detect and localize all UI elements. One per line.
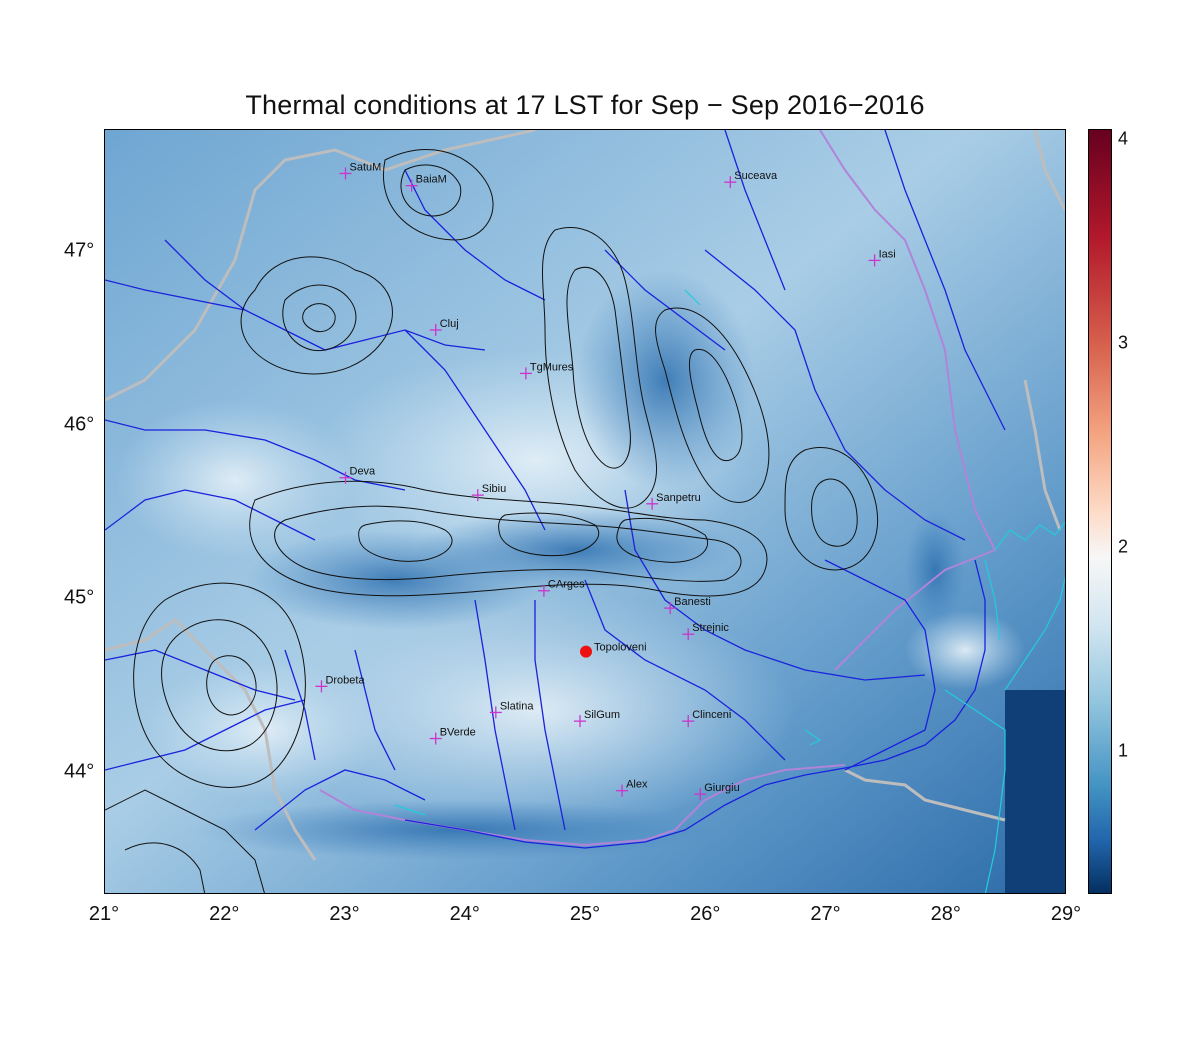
x-tick-label: 23° xyxy=(329,903,360,925)
city-label: Banesti xyxy=(674,596,711,608)
city-label: Strejnic xyxy=(692,622,729,634)
coastline xyxy=(394,289,1065,893)
city-marker[interactable]: Drobeta xyxy=(315,674,365,693)
city-label: CArges xyxy=(548,579,585,591)
city-marker[interactable]: Strejnic xyxy=(682,622,729,641)
highlight-dot xyxy=(580,645,592,658)
city-label: Deva xyxy=(350,466,377,478)
x-tick-label: 25° xyxy=(569,903,601,925)
country-borders xyxy=(105,130,1065,861)
city-label: Cluj xyxy=(440,318,459,330)
x-tick-label: 26° xyxy=(690,903,721,925)
city-label: Sibiu xyxy=(482,483,506,495)
city-marker[interactable]: Slatina xyxy=(489,700,535,719)
x-tick-label: 29° xyxy=(1050,903,1082,925)
city-label: SilGum xyxy=(584,709,620,721)
city-marker[interactable]: SilGum xyxy=(573,709,620,728)
colorbar xyxy=(1088,129,1112,894)
y-tick-label: 44° xyxy=(64,760,95,783)
city-label: Sanpetru xyxy=(656,492,701,504)
x-tick-label: 28° xyxy=(930,903,961,925)
romania-border xyxy=(319,130,997,847)
warm-area-wallachia xyxy=(275,590,795,830)
city-marker[interactable]: BaiaM xyxy=(405,174,447,192)
city-marker[interactable]: BVerde xyxy=(429,727,476,745)
city-marker[interactable]: SatuM xyxy=(339,161,382,180)
city-marker[interactable]: Giurgiu xyxy=(694,782,740,801)
x-tick-label: 21° xyxy=(88,903,120,925)
city-label: Drobeta xyxy=(325,674,365,686)
city-marker[interactable]: Iasi xyxy=(868,248,896,267)
city-marker[interactable]: Sanpetru xyxy=(646,492,701,510)
y-tick-label: 45° xyxy=(64,586,95,609)
y-tick-label: 47° xyxy=(64,239,95,262)
colorbar-tick-label: 2 xyxy=(1118,536,1129,557)
city-label: SatuM xyxy=(350,161,382,173)
cool-area-danube-delta xyxy=(905,510,965,630)
markers-layer: SatuM BaiaM Suceava Iasi Cluj TgMures Deva Sibi… xyxy=(315,161,896,801)
city-marker[interactable]: CArges xyxy=(537,579,585,597)
city-marker[interactable]: Sibiu xyxy=(471,483,506,502)
highlight-label: Topoloveni xyxy=(594,642,647,654)
city-marker[interactable]: Banesti xyxy=(664,596,711,615)
cool-area-east-carpathians xyxy=(575,270,755,490)
highlight-marker[interactable]: Topoloveni xyxy=(580,642,647,658)
map-svg xyxy=(105,130,1065,893)
black-sea xyxy=(1005,690,1065,893)
city-marker[interactable]: Clinceni xyxy=(682,709,731,728)
city-marker[interactable]: Alex xyxy=(616,779,648,797)
cool-area-southwest xyxy=(245,530,545,630)
colorbar-tick-label: 4 xyxy=(1118,128,1129,149)
map-title: Thermal conditions at 17 LST for Sep − S… xyxy=(245,90,925,120)
map-area[interactable]: SatuM BaiaM Suceava Iasi Cluj TgMures Deva Sibi… xyxy=(104,129,1066,894)
city-label: Slatina xyxy=(500,700,535,712)
city-label: Suceava xyxy=(734,170,778,182)
city-label: TgMures xyxy=(530,361,574,373)
city-label: BVerde xyxy=(440,727,476,739)
elevation-contours xyxy=(105,149,879,893)
city-label: Iasi xyxy=(879,248,896,260)
x-tick-label: 22° xyxy=(209,903,240,925)
city-marker[interactable]: Cluj xyxy=(429,318,459,336)
colorbar-tick-label: 1 xyxy=(1118,740,1129,761)
x-tick-label: 24° xyxy=(449,903,480,925)
city-label: Clinceni xyxy=(692,709,731,721)
city-marker[interactable]: Deva xyxy=(339,466,377,484)
y-tick-label: 46° xyxy=(64,413,95,436)
city-marker[interactable]: TgMures xyxy=(519,361,574,380)
city-label: Alex xyxy=(626,779,648,791)
city-marker[interactable]: Suceava xyxy=(724,170,778,189)
x-tick-label: 27° xyxy=(810,903,841,925)
warm-area-west xyxy=(115,400,355,560)
city-label: BaiaM xyxy=(416,174,447,186)
city-label: Giurgiu xyxy=(704,782,739,794)
colorbar-tick-label: 3 xyxy=(1118,332,1129,353)
